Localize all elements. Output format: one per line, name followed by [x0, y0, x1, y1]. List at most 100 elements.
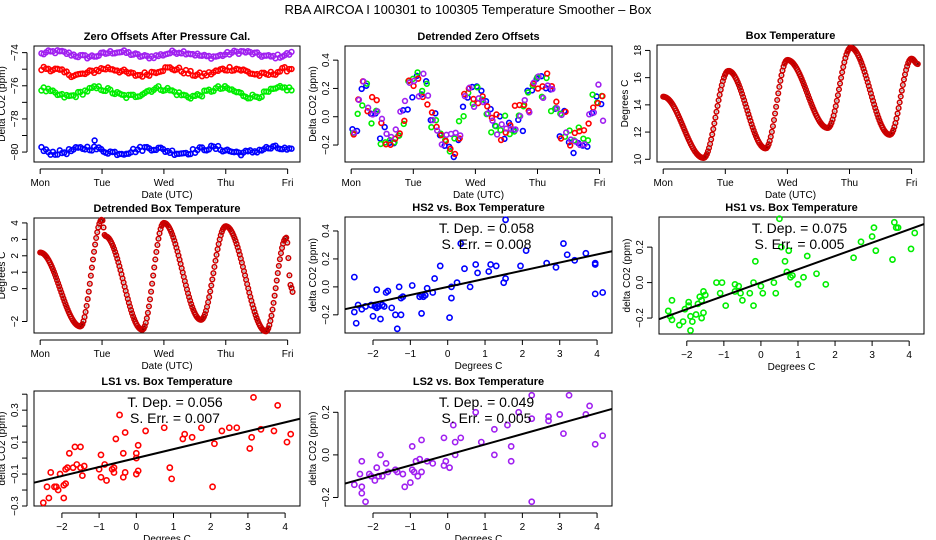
data-point-core	[236, 246, 239, 249]
y-tick-label: −80	[10, 143, 21, 160]
data-point	[283, 438, 291, 446]
y-tick-label: 12	[633, 126, 644, 138]
x-axis-label: Date (UTC)	[453, 190, 504, 201]
data-point-core	[290, 286, 293, 289]
data-point	[60, 494, 68, 502]
data-point	[457, 434, 465, 442]
data-point	[436, 262, 444, 270]
data-point	[151, 264, 158, 271]
x-tick-label: 2	[520, 522, 526, 533]
panel-title: LS1 vs. Box Temperature	[101, 376, 232, 388]
data-point	[741, 97, 748, 104]
data-point-core	[708, 147, 711, 150]
y-tick-label: −0.2	[321, 135, 332, 155]
data-point	[803, 89, 811, 96]
data-point-core	[717, 99, 720, 102]
data-point	[765, 141, 772, 148]
data-point	[414, 472, 422, 480]
plot-frame	[656, 44, 925, 163]
x-tick-label: 0	[445, 522, 451, 533]
data-point	[512, 126, 519, 133]
data-point	[286, 272, 293, 279]
data-point	[668, 296, 676, 304]
data-point	[474, 269, 481, 277]
panel-title: HS1 vs. Box Temperature	[725, 202, 857, 214]
data-point	[121, 469, 129, 476]
data-point	[507, 122, 514, 129]
data-point	[461, 265, 468, 273]
data-point-core	[251, 303, 254, 306]
x-tick-label: Mon	[341, 178, 360, 189]
panel-ls1-vs-box: LS1 vs. Box Temperature −2 −1 0 1 2 3 4 Degrees …	[0, 376, 301, 540]
data-point-core	[269, 319, 272, 322]
data-point-core	[898, 101, 901, 104]
data-point	[448, 294, 455, 302]
data-point	[424, 101, 431, 108]
data-point-core	[893, 125, 896, 128]
data-point	[747, 117, 754, 125]
data-point	[570, 149, 577, 157]
data-point	[418, 468, 425, 476]
data-point-core	[715, 110, 718, 113]
x-tick-label: Wed	[154, 349, 174, 360]
x-tick-label: −1	[718, 350, 730, 361]
data-point	[738, 296, 746, 304]
data-point-core	[213, 265, 216, 268]
data-point	[595, 81, 602, 88]
data-point-core	[275, 279, 278, 282]
y-tick-label: 0.2	[321, 81, 332, 95]
data-point	[134, 441, 142, 449]
data-point	[400, 120, 407, 128]
data-point	[794, 280, 802, 288]
data-point-core	[769, 135, 772, 138]
data-point	[55, 280, 62, 287]
data-point	[395, 283, 403, 291]
data-point-core	[836, 94, 839, 97]
data-point	[687, 327, 694, 334]
data-point	[750, 127, 757, 134]
data-point-core	[101, 219, 104, 222]
data-point	[57, 286, 64, 293]
y-tick-label: 0.4	[321, 53, 332, 67]
data-point	[91, 137, 98, 144]
data-point	[746, 289, 754, 297]
data-point	[368, 93, 376, 101]
y-tick-label: −78	[10, 110, 21, 127]
data-point-core	[831, 118, 834, 121]
data-point	[466, 84, 473, 91]
annotation-tdep: T. Dep. = 0.056	[127, 394, 223, 410]
data-point	[688, 318, 696, 325]
data-point	[452, 129, 459, 136]
data-point	[210, 270, 217, 277]
data-point-core	[780, 74, 783, 77]
data-point	[374, 108, 381, 115]
y-tick-label: 0.4	[321, 224, 332, 238]
data-point	[557, 135, 565, 142]
data-point	[211, 440, 218, 448]
y-axis-label: Degrees C	[620, 80, 631, 128]
data-point-core	[242, 270, 245, 273]
x-tick-label: 4	[594, 349, 600, 360]
y-tick-label: 2	[10, 253, 21, 259]
data-point	[99, 217, 106, 224]
y-axis-label: Delta CO2 (ppm)	[308, 66, 319, 142]
data-point	[751, 257, 759, 265]
x-tick-label: Fri	[282, 349, 294, 360]
data-point-core	[839, 82, 842, 85]
x-tick-label: Wed	[465, 178, 485, 189]
data-point	[805, 92, 812, 99]
data-point-core	[870, 96, 873, 99]
data-point	[58, 289, 65, 296]
data-point	[590, 109, 598, 116]
data-point	[803, 252, 811, 260]
data-point-core	[896, 112, 899, 115]
data-point	[212, 257, 219, 264]
data-point-core	[897, 107, 900, 110]
data-point	[704, 148, 711, 155]
data-point	[562, 129, 570, 136]
panel-title: HS2 vs. Box Temperature	[412, 202, 544, 214]
data-point-core	[288, 274, 291, 277]
x-tick-label: 4	[594, 522, 600, 533]
data-point-core	[895, 117, 898, 120]
data-point	[442, 457, 450, 465]
